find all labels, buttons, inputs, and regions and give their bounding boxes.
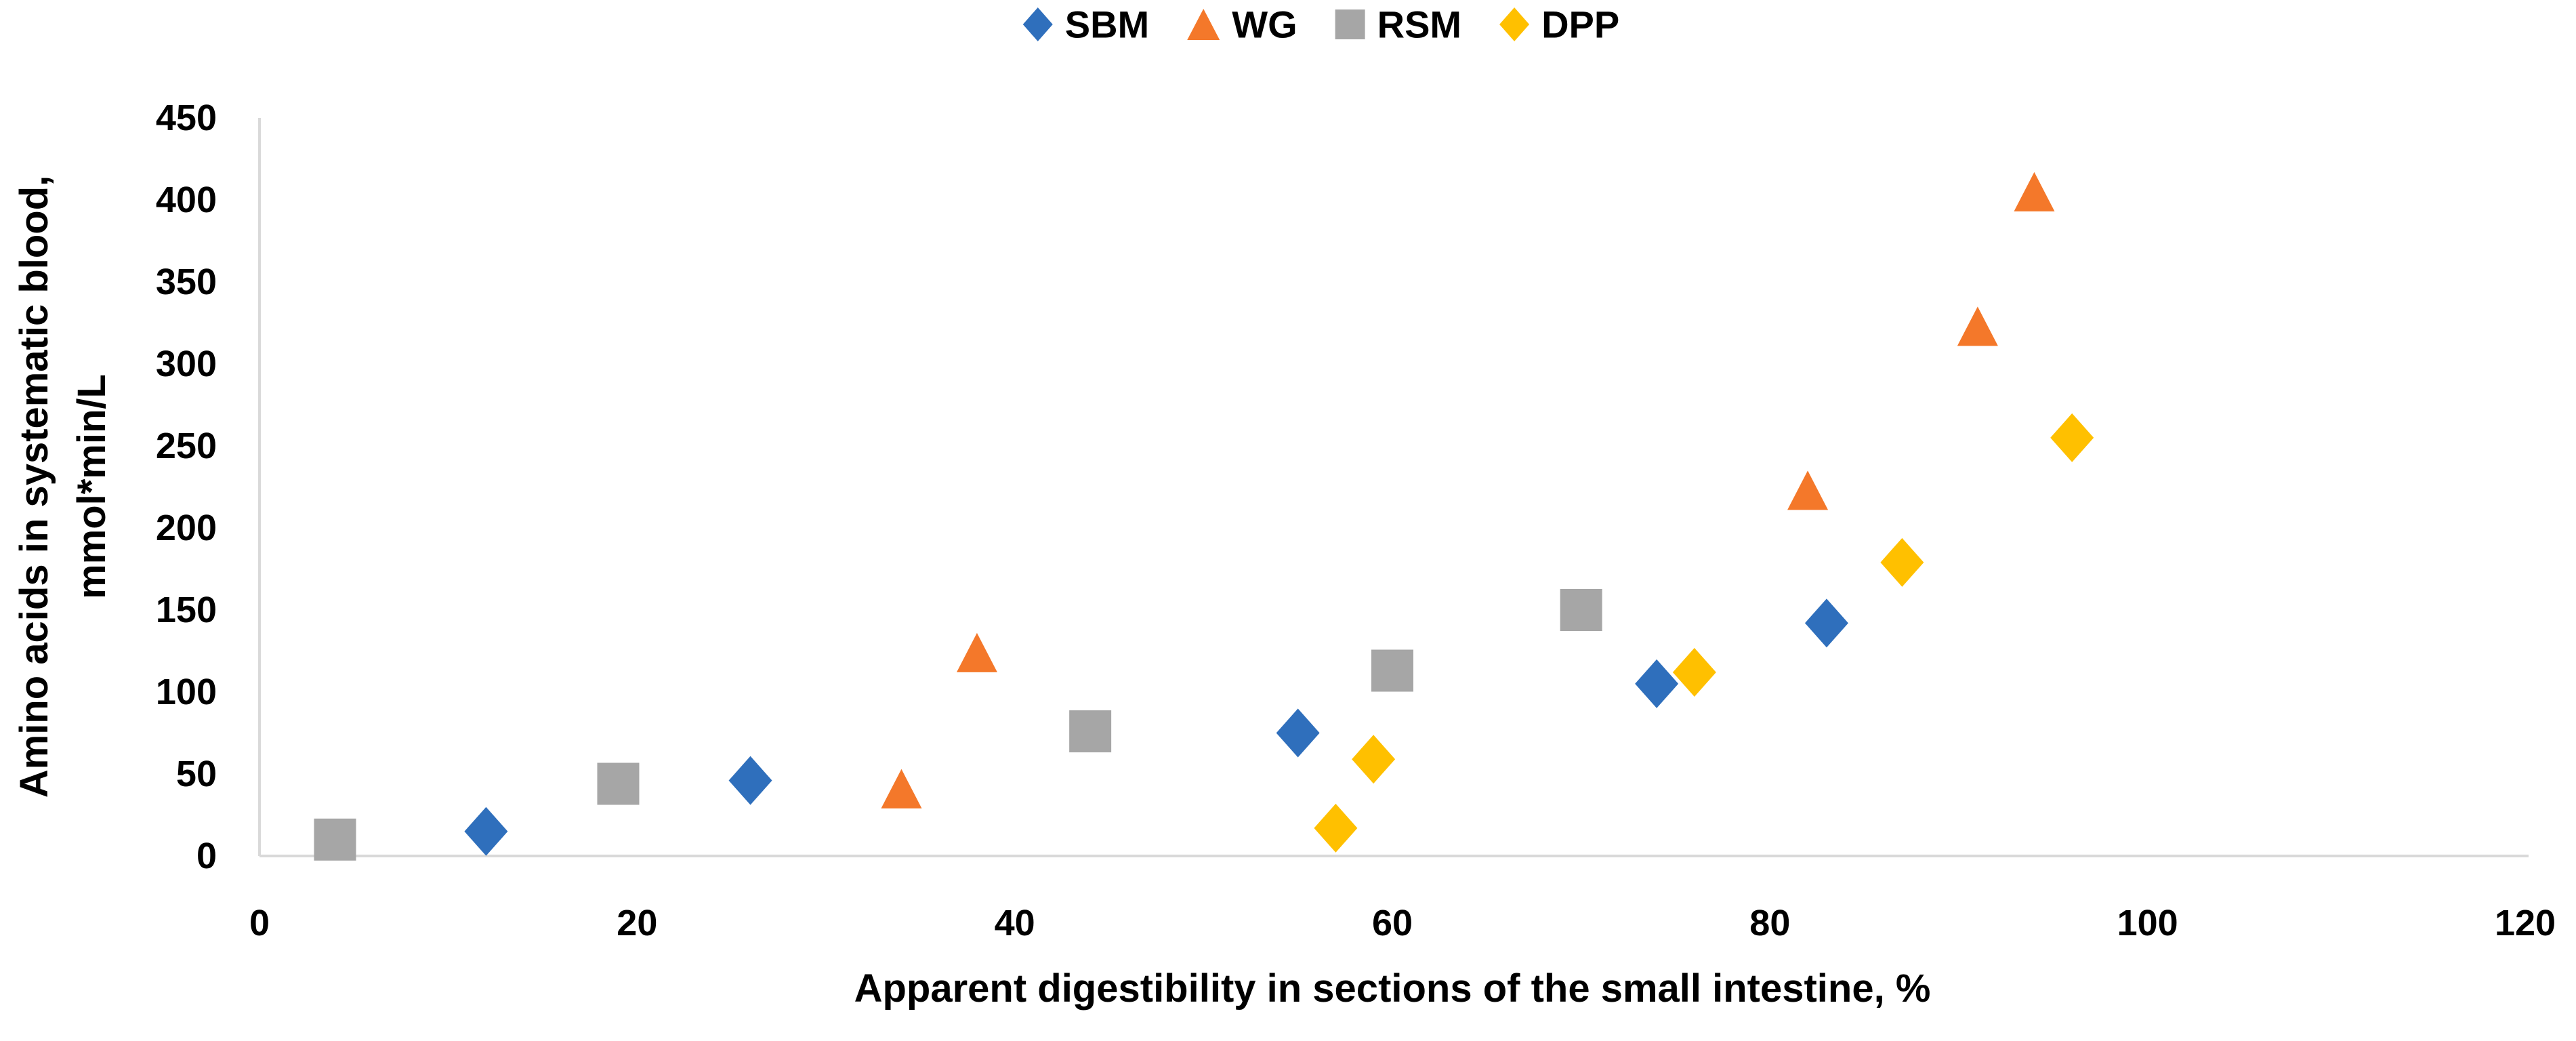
x-tick-label-0: 0 — [249, 903, 270, 943]
y-tick-label-100: 100 — [156, 672, 217, 712]
y-axis-title-line1: Amino acids in systematic blood, — [12, 176, 56, 798]
point-sbm-2 — [728, 756, 772, 805]
x-axis-tick-labels: 0 20 40 60 80 100 120 — [249, 903, 2556, 943]
x-tick-label-20: 20 — [617, 903, 657, 943]
legend-item-sbm: SBM — [1022, 3, 1149, 46]
y-axis-title-line2: mmol*min/L — [70, 374, 114, 599]
legend-item-dpp: DPP — [1499, 3, 1619, 46]
legend-marker-sbm — [1022, 7, 1053, 41]
point-wg-4 — [1957, 306, 1998, 346]
point-sbm-1 — [464, 807, 508, 856]
y-tick-label-400: 400 — [156, 180, 217, 220]
legend-label-wg: WG — [1232, 3, 1297, 46]
legend-label-dpp: DPP — [1541, 3, 1619, 46]
point-wg-2 — [956, 632, 997, 672]
point-dpp-4 — [1880, 537, 1924, 587]
legend-marker-dpp — [1499, 7, 1530, 41]
point-rsm-5 — [1560, 589, 1602, 631]
data-points — [314, 171, 2094, 861]
point-wg-1 — [881, 769, 922, 809]
point-wg-5 — [2014, 171, 2055, 211]
point-rsm-3 — [1069, 710, 1112, 753]
x-tick-label-60: 60 — [1372, 903, 1413, 943]
y-tick-label-350: 350 — [156, 262, 217, 302]
legend-label-sbm: SBM — [1065, 3, 1149, 46]
legend-marker-wg — [1187, 9, 1220, 40]
y-axis-tick-labels: 0 50 100 150 200 250 300 350 400 450 — [156, 98, 217, 876]
y-tick-label-250: 250 — [156, 426, 217, 466]
x-tick-label-120: 120 — [2495, 903, 2556, 943]
y-tick-label-0: 0 — [196, 836, 217, 876]
x-axis-title: Apparent digestibility in sections of th… — [854, 966, 1931, 1011]
x-tick-label-40: 40 — [995, 903, 1035, 943]
point-dpp-3 — [1672, 647, 1716, 697]
legend-label-rsm: RSM — [1377, 3, 1461, 46]
legend-item-rsm: RSM — [1335, 3, 1461, 46]
y-tick-label-450: 450 — [156, 98, 217, 138]
y-tick-label-200: 200 — [156, 508, 217, 548]
chart-legend: SBM WG RSM DPP — [1022, 3, 1619, 46]
y-tick-label-50: 50 — [176, 754, 217, 794]
point-rsm-4 — [1371, 649, 1413, 692]
point-wg-3 — [1787, 470, 1829, 510]
y-tick-label-300: 300 — [156, 344, 217, 384]
legend-item-wg: WG — [1187, 3, 1297, 46]
point-rsm-2 — [597, 762, 640, 805]
x-tick-label-100: 100 — [2117, 903, 2178, 943]
point-sbm-4 — [1635, 659, 1679, 708]
point-sbm-5 — [1804, 598, 1848, 648]
point-dpp-5 — [2050, 413, 2094, 462]
legend-marker-rsm — [1335, 9, 1365, 39]
point-dpp-1 — [1314, 803, 1358, 853]
point-dpp-2 — [1352, 735, 1396, 784]
x-tick-label-80: 80 — [1749, 903, 1790, 943]
point-rsm-1 — [314, 818, 356, 861]
y-tick-label-150: 150 — [156, 590, 217, 630]
point-sbm-3 — [1276, 708, 1320, 758]
